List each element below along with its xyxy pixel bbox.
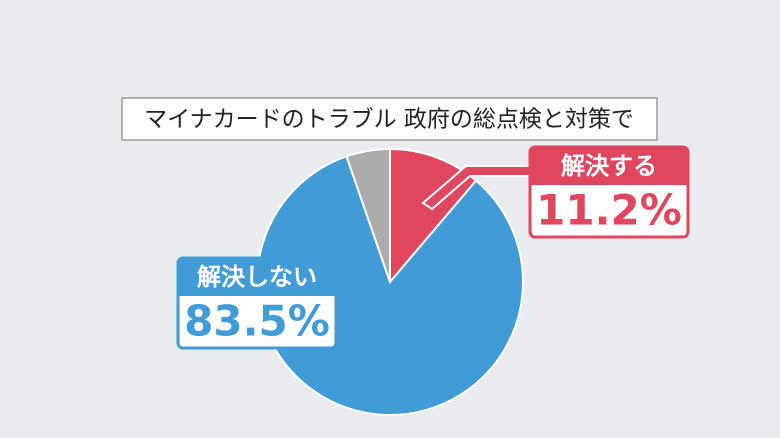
pie-slice (256, 155, 524, 416)
value-label: 83.5% (184, 297, 330, 346)
title-box (121, 97, 658, 141)
category-label: 解決しない (197, 263, 317, 291)
category-label: 解決する (561, 152, 657, 180)
label-header (530, 147, 688, 185)
value-label: 11.2% (536, 186, 682, 235)
chart-title: マイナカードのトラブル 政府の総点検と対策で (144, 107, 634, 133)
label-header (178, 258, 336, 296)
pie (256, 147, 524, 416)
pie-slice (345, 147, 391, 283)
